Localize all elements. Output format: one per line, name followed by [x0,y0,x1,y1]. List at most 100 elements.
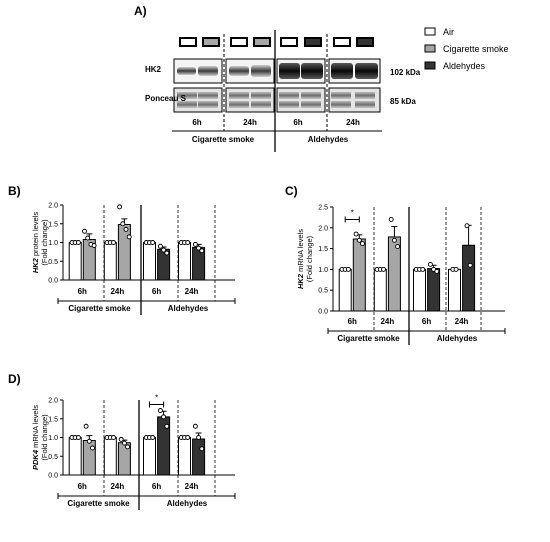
x-tick-label: 6h [78,287,87,296]
x-tick-label: 24h [185,482,199,491]
blot-hk2-band [251,65,271,77]
bar [117,224,131,281]
y-axis-title-part: HK2 [31,257,40,273]
blot-ponceau-band [279,92,299,99]
data-point [453,266,459,272]
y-axis-title: PDK4 mRNA levels [31,405,40,470]
bar [103,437,117,476]
y-tick-label: 1.5 [318,246,328,253]
x-tick-label: 24h [185,287,199,296]
x-tick-label: 24h [455,317,469,326]
data-point [420,266,426,272]
bar [192,438,206,476]
data-point [121,440,127,446]
data-point [164,423,170,429]
y-axis-title: (Fold change) [40,219,49,266]
x-tick-label: 24h [380,317,394,326]
data-point [85,235,91,241]
blot-ponceau-band [331,92,351,99]
blot-row-label-ponceau: Ponceau S [145,94,187,103]
data-point [381,266,386,272]
panel-label: C) [285,184,298,198]
data-point [111,435,116,440]
y-tick-label: 2.5 [318,205,328,212]
data-point [164,250,170,256]
legend-swatch-aldehydes [424,61,436,70]
y-tick-label: 1.0 [48,240,58,247]
chart-c-hk2-mrna: C) HK2 mRNA levels (Fold change) 0.0 0.5 1.0 1… [285,184,506,345]
data-point [161,414,167,420]
y-axis-title: (Fold change) [40,414,49,461]
bar [178,242,191,281]
data-point [199,446,205,452]
blot-ponceau-band [251,101,271,108]
legend-label-air: Air [443,27,454,37]
blot-hk2-band [177,67,196,75]
blot-ponceau-band [301,101,321,108]
blot-ponceau-band [177,101,197,108]
data-point [83,423,89,429]
blot-ponceau-frame [225,87,275,113]
significance-marker: * [351,208,354,217]
data-point [196,245,202,251]
group-label: Aldehydes [167,499,208,508]
y-tick-label: 0.0 [48,473,58,480]
blot-hk2-band [301,63,323,79]
data-point [75,240,81,245]
blot-ponceau-band [198,101,218,108]
blot-ponceau-band [177,92,197,99]
chart-d-pdk4-mrna: D) PDK4 mRNA levels (Fold change) 0.0 0.5 1.0… [8,372,236,510]
y-tick-label: 1.5 [48,221,58,228]
blot-ponceau-frame [328,87,381,113]
data-point [91,243,97,248]
bar [68,242,82,281]
data-point [427,261,433,267]
blot-ponceau-band [198,92,218,99]
y-tick-label: 2.0 [48,203,58,210]
blot-group-label-aldehydes: Aldehydes [308,135,349,144]
data-point [192,241,198,247]
y-axis-title: HK2 protein levels [31,212,40,274]
x-tick-label: 6h [422,317,431,326]
blot-row-label-hk2: HK2 [145,65,162,74]
bar [338,268,352,312]
bar [178,437,191,476]
blot-hk2-band [198,66,218,76]
chart-b-hk2-protein: B) HK2 protein levels (Fold change) 0.0 0.5 1… [8,184,236,315]
blot-kda-label-85: 85 kDa [390,97,416,106]
bar [462,244,476,312]
data-point [395,244,401,249]
blot-ponceau-band [331,101,351,108]
blot-hk2-band [331,63,353,79]
significance-marker: * [155,394,158,403]
data-point [464,223,470,229]
blot-ponceau-band [301,92,321,99]
y-axis-title-part: (Fold change) [40,219,49,266]
blot-hk2-band [279,63,300,79]
legend-swatch-air [424,27,436,36]
blot-time-label: 6h [293,118,302,127]
group-label: Aldehydes [168,304,209,313]
data-point [185,240,191,245]
y-tick-label: 2.0 [318,225,328,232]
legend-swatch-cigarette-smoke [424,44,436,53]
blot-ponceau-band [355,101,375,108]
blot-time-label: 6h [192,118,201,127]
blot-ponceau-band [355,92,375,99]
data-point [185,435,191,440]
data-point [360,241,365,247]
data-point [199,248,205,254]
data-point [86,438,92,444]
blot-lane-swatch [230,37,248,47]
x-tick-label: 6h [152,482,161,491]
data-point [356,237,362,243]
blot-hk2-band [229,66,249,76]
data-point [192,423,198,429]
blot-lane-swatch [356,37,374,47]
legend-label-aldehydes: Aldehydes [443,61,486,71]
bar [352,238,366,312]
group-label: Cigarette smoke [67,499,130,508]
y-tick-label: 0.0 [48,278,58,285]
data-point [467,262,473,268]
